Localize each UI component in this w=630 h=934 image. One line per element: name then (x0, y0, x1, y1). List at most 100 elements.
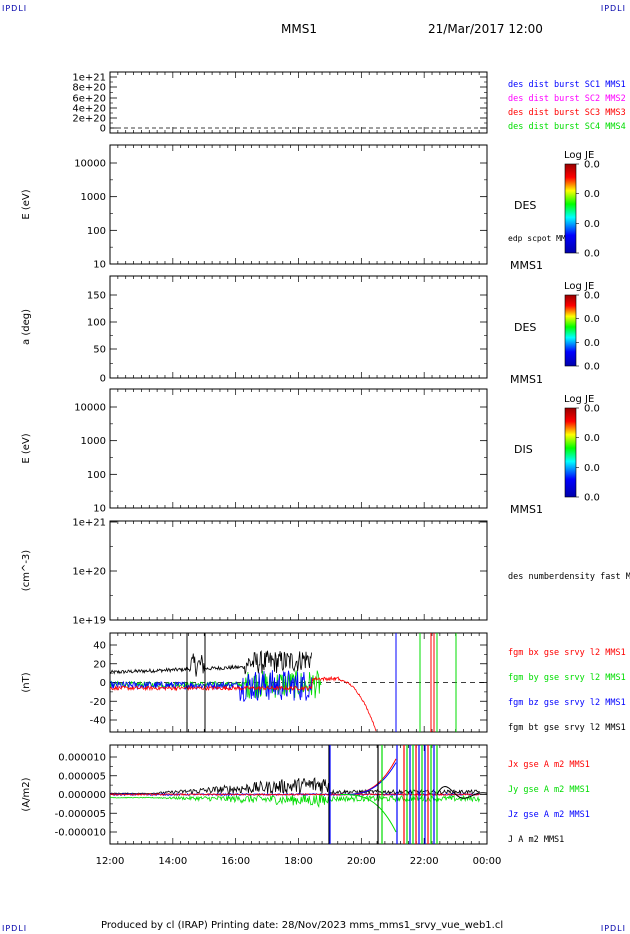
y-tick-label: 100 (87, 470, 106, 481)
y-tick-label: 50 (93, 345, 106, 356)
colorbar-tick-label: 0.0 (584, 362, 600, 373)
corner-label-bl: IPDLI (2, 924, 28, 933)
j-trace (110, 777, 480, 795)
panel-7: 0.000010 0.000005 0.000000 -0.000005 -0.0000… (21, 744, 590, 867)
corner-label-tr: IPDLI (600, 4, 626, 13)
x-tick-label: 12:00 (96, 856, 125, 867)
legend-entry: Jz gse A m2 MMS1 (508, 810, 590, 820)
panel-5: 1e+21 1e+20 1e+19 (cm^-3) des numberdensity … (21, 518, 630, 627)
y-tick-label: 6e+20 (72, 94, 106, 105)
jy-curve (339, 794, 397, 833)
y-tick-label: 100 (87, 226, 106, 237)
colorbar-tick-label: 0.0 (584, 463, 600, 474)
y-tick-label: 0 (100, 374, 106, 385)
x-tick-label: 18:00 (284, 856, 313, 867)
y-tick-label: 1e+20 (72, 567, 106, 578)
colorbar-title: Log JE (564, 394, 594, 405)
colorbar-tick-label: 0.0 (584, 404, 600, 415)
y-tick-label: 0.000000 (58, 790, 106, 801)
legend-entry: des dist burst SC3 MMS3 (508, 108, 626, 118)
colorbar (564, 294, 577, 367)
panel-frame (109, 275, 488, 379)
side-label: DES (514, 199, 536, 212)
y-tick-label: 2e+20 (72, 114, 106, 125)
footer-text: Produced by cl (IRAP) Printing date: 28/… (101, 920, 504, 931)
corner-label-br: IPDLI (600, 924, 626, 933)
current-traces (110, 745, 487, 844)
colorbar-tick-label: 0.0 (584, 314, 600, 325)
colorbar-tick-label: 0.0 (584, 160, 600, 171)
y-tick-label: 10000 (74, 403, 106, 414)
colorbar-tick-label: 0.0 (584, 219, 600, 230)
bz-trace (110, 670, 312, 702)
x-tick-label: 00:00 (473, 856, 502, 867)
corner-label-tl: IPDLI (2, 4, 28, 13)
panel-2: 10000 1000 100 10 E (eV) DES edp scpot MMS1 MMS… (21, 144, 600, 272)
colorbar-title: Log JE (564, 281, 594, 292)
legend-entry: J A m2 MMS1 (508, 835, 564, 845)
y-axis-label: (nT) (21, 672, 32, 692)
y-tick-label: 1000 (81, 436, 106, 447)
spacecraft-label: MMS1 (510, 259, 543, 272)
colorbar-tick-label: 0.0 (584, 433, 600, 444)
y-tick-label: 0.000010 (58, 753, 106, 764)
x-tick-label: 16:00 (221, 856, 250, 867)
colorbar-tick-label: 0.0 (584, 249, 600, 260)
y-axis-label: E (eV) (21, 433, 32, 463)
y-axis-label: (cm^-3) (21, 550, 32, 591)
legend-entry: des dist burst SC1 MMS1 (508, 80, 626, 90)
colorbar-tick-label: 0.0 (584, 338, 600, 349)
j-late (436, 786, 487, 799)
jx-curve (339, 758, 397, 795)
spacecraft-title: MMS1 (281, 22, 317, 36)
jy-trace (110, 792, 480, 808)
bx-trace (110, 675, 377, 732)
y-tick-label: 8e+20 (72, 83, 106, 94)
y-tick-label: 40 (93, 641, 106, 652)
x-tick-label: 22:00 (410, 856, 439, 867)
legend-entry: fgm bz gse srvy l2 MMS1 (508, 698, 626, 708)
legend-entry: fgm bx gse srvy l2 MMS1 (508, 648, 626, 658)
colorbar (564, 163, 577, 254)
colorbar-tick-label: 0.0 (584, 189, 600, 200)
legend-entry: fgm bt gse srvy l2 MMS1 (508, 723, 626, 733)
y-tick-label: -0.000010 (55, 828, 106, 839)
spacecraft-label: MMS1 (510, 373, 543, 386)
jx-trace (110, 793, 480, 796)
y-tick-label: 4e+20 (72, 104, 106, 115)
legend-entry: des dist burst SC4 MMS4 (508, 122, 626, 132)
y-axis-label: E (eV) (21, 189, 32, 219)
legend-entry: fgm by gse srvy l2 MMS1 (508, 673, 626, 683)
colorbar-title: Log JE (564, 150, 594, 161)
colorbar-tick-label: 0.0 (584, 291, 600, 302)
panel-frame (109, 388, 488, 509)
colorbar (564, 407, 577, 498)
side-label: DIS (514, 443, 533, 456)
y-tick-label: 150 (87, 291, 106, 302)
y-tick-label: -40 (90, 716, 106, 727)
colorbar-tick-label: 0.0 (584, 493, 600, 504)
panel-frame (109, 520, 488, 621)
legend-entry: Jy gse A m2 MMS1 (508, 785, 590, 795)
y-tick-label: 0.000005 (58, 771, 106, 782)
y-tick-label: -20 (90, 697, 106, 708)
y-axis-label: (A/m2) (21, 777, 32, 811)
x-tick-label: 14:00 (158, 856, 187, 867)
panel-frame (109, 144, 488, 265)
y-tick-label: 100 (87, 318, 106, 329)
y-tick-label: 10 (93, 504, 106, 515)
y-tick-label: 0 (100, 124, 106, 135)
legend-entry: des numberdensity fast M (508, 572, 630, 582)
legend-entry: des dist burst SC2 MMS2 (508, 94, 626, 104)
side-label: DES (514, 321, 536, 334)
by-trace (110, 670, 322, 699)
y-tick-label: 10 (93, 260, 106, 271)
y-tick-label: 1e+21 (72, 518, 106, 529)
legend-entry: Jx gse A m2 MMS1 (508, 760, 590, 770)
y-tick-label: 1e+21 (72, 73, 106, 84)
y-tick-label: 20 (93, 659, 106, 670)
